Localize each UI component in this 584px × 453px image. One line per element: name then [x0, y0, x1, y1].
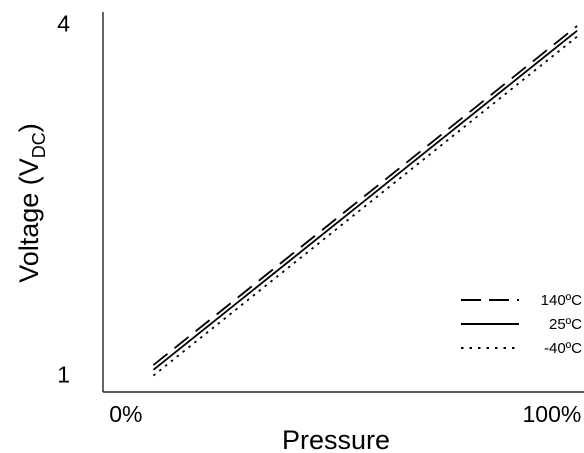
series-group	[152, 25, 578, 377]
y-tick-label-1: 4	[57, 11, 70, 37]
series-line-0	[152, 25, 578, 366]
legend: 140ºC 25ºC -40ºC	[461, 292, 582, 357]
series-line-1	[152, 29, 578, 371]
legend-label-0: 140ºC	[541, 292, 583, 309]
x-tick-label-0: 0%	[109, 401, 142, 427]
x-tick-label-1: 100%	[523, 401, 582, 427]
y-tick-group: 14	[57, 11, 70, 388]
legend-label-2: -40ºC	[544, 340, 582, 357]
y-axis-title-close: )	[14, 123, 44, 132]
series-line-2	[152, 35, 578, 377]
y-axis-title-subscript: DC	[29, 132, 49, 158]
x-axis-title: Pressure	[282, 425, 390, 453]
x-tick-group: 0% 100%	[109, 401, 581, 427]
y-tick-label-0: 1	[57, 361, 70, 387]
y-axis-title: Voltage (VDC)	[14, 123, 49, 283]
y-axis-title-main: Voltage (V	[14, 158, 44, 283]
legend-label-1: 25ºC	[549, 316, 582, 333]
